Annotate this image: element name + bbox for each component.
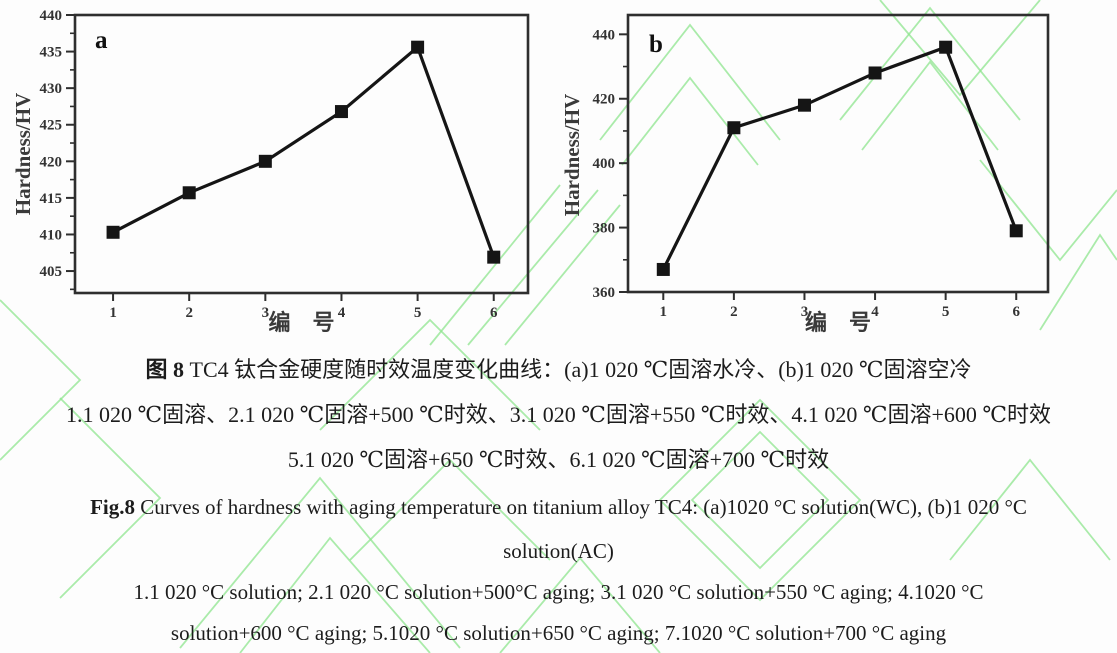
data-point-marker (868, 66, 882, 80)
data-point-marker (258, 154, 272, 168)
data-point-marker (1009, 224, 1023, 238)
x-axis-label: 编 号 (805, 310, 871, 335)
x-axis-tick-label: 4 (338, 305, 346, 321)
y-axis-tick-label: 435 (40, 45, 63, 61)
y-axis-tick-label: 420 (593, 92, 616, 108)
y-axis-tick-label: 440 (593, 27, 616, 43)
caption-en-conditions-1: 1.1 020 °C solution; 2.1 020 °C solution… (133, 580, 984, 604)
caption-en-title-text: Curves of hardness with aging temperatur… (135, 495, 1027, 519)
x-axis-tick-label: 6 (490, 305, 498, 321)
y-axis-tick-label: 360 (593, 285, 616, 301)
x-axis-label: 编 号 (268, 310, 334, 335)
y-axis-tick-label: 430 (40, 81, 63, 97)
caption-zh-figure-number: 图 8 (145, 357, 185, 382)
caption-en-title-cont: solution(AC) (503, 539, 614, 563)
plot-box (626, 13, 1050, 294)
x-axis-tick-label: 1 (109, 305, 117, 321)
caption-zh-title-text: TC4 钛合金硬度随时效温度变化曲线：(a)1 020 ℃固溶水冷、(b)1 0… (184, 357, 972, 382)
y-axis-tick-label: 425 (40, 118, 63, 134)
caption-zh-conditions-2: 5.1 020 ℃固溶+650 ℃时效、6.1 020 ℃固溶+700 ℃时效 (287, 447, 830, 472)
y-axis-tick-label: 440 (40, 8, 63, 24)
chart-a: 405 410 415 420 425 430 435 440 1 2 3 4 5 6 Hardness/H… (11, 8, 530, 335)
x-axis-tick-label: 3 (801, 304, 809, 320)
caption-en-title: Fig.8 Curves of hardness with aging temp… (0, 483, 1117, 531)
data-line (112, 44, 496, 258)
caption-en-conditions-2: solution+600 °C aging; 5.1020 °C solutio… (170, 621, 947, 645)
x-axis-tick-label: 4 (871, 304, 879, 320)
y-axis-tick-label: 405 (40, 264, 63, 280)
x-axis-tick-label: 1 (660, 304, 668, 320)
y-axis-tick-label: 410 (40, 227, 63, 243)
data-point-marker (334, 105, 348, 119)
data-point-marker (656, 262, 670, 276)
data-point-marker (106, 225, 120, 239)
data-point-marker (939, 40, 953, 54)
data-point-marker (487, 250, 501, 264)
data-point-marker (797, 98, 811, 112)
x-axis-tick-label: 2 (185, 305, 193, 321)
y-axis-tick-label: 400 (593, 156, 616, 172)
plot-box (73, 13, 530, 295)
chart-b: 360 380 400 420 440 1 2 3 4 5 6 Hardness/HV 编 号 b (560, 13, 1050, 335)
caption-zh-conditions-1: 1.1 020 ℃固溶、2.1 020 ℃固溶+500 ℃时效、3.1 020 … (66, 402, 1051, 427)
y-axis-tick-label: 380 (593, 221, 616, 237)
y-axis-tick-label: 415 (40, 191, 63, 207)
figure-caption: 图 8 TC4 钛合金硬度随时效温度变化曲线：(a)1 020 ℃固溶水冷、(b… (0, 348, 1117, 653)
y-axis-tick-label: 420 (40, 154, 63, 170)
x-axis-tick-label: 3 (262, 305, 270, 321)
caption-zh-title: 图 8 TC4 钛合金硬度随时效温度变化曲线：(a)1 020 ℃固溶水冷、(b… (0, 348, 1117, 392)
data-line (661, 45, 1018, 271)
data-point-marker (182, 186, 196, 200)
x-axis-tick-label: 2 (730, 304, 738, 320)
caption-en-figure-number: Fig.8 (90, 495, 136, 519)
x-axis-tick-label: 6 (1012, 304, 1020, 320)
x-axis-tick-label: 5 (414, 305, 422, 321)
data-point-marker (411, 40, 425, 54)
y-axis-label: Hardness/HV (11, 93, 35, 216)
y-axis-label: Hardness/HV (560, 94, 584, 217)
panel-label: b (649, 31, 663, 58)
panel-label: a (95, 27, 108, 54)
x-axis-tick-label: 5 (942, 304, 950, 320)
data-point-marker (727, 121, 741, 135)
